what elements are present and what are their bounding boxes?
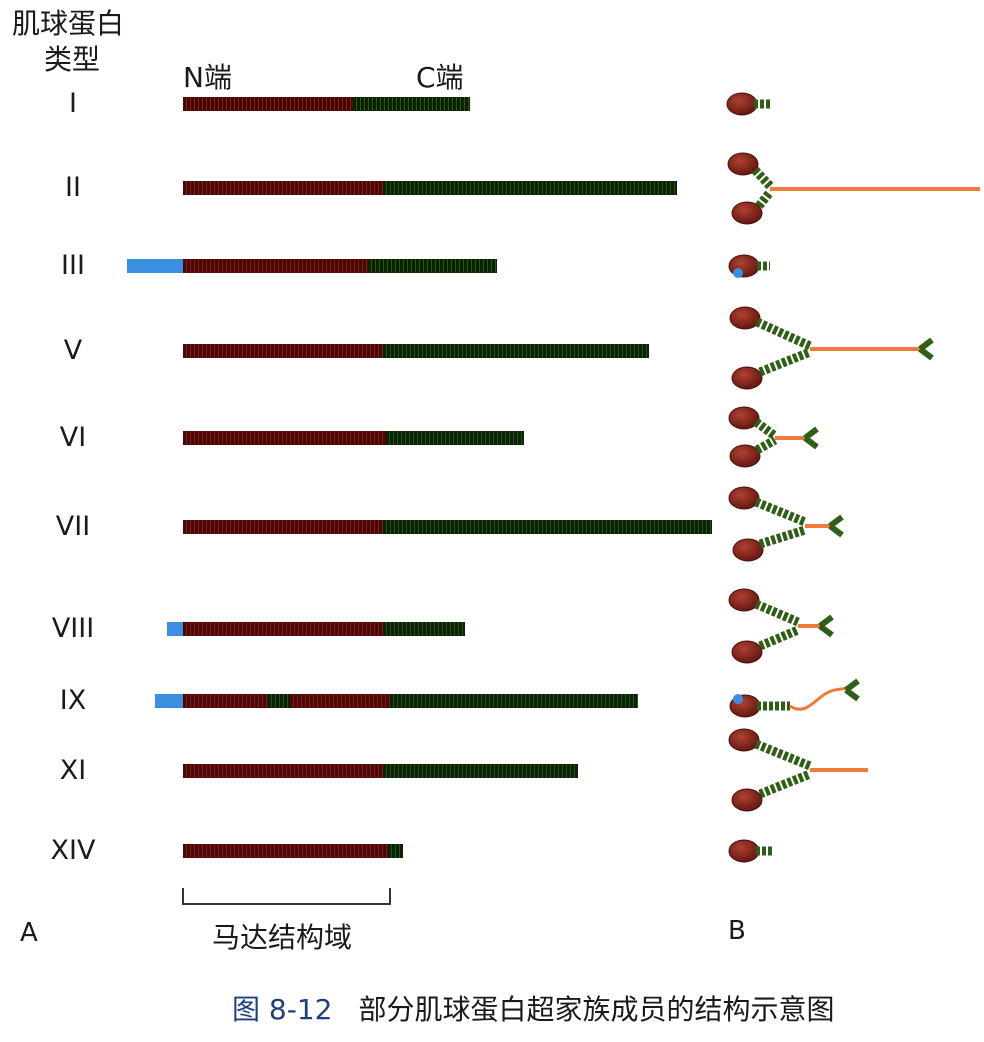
- motor-segment: [183, 97, 353, 111]
- cargo-domain: [828, 514, 844, 538]
- motor-segment: [290, 694, 390, 708]
- tail-segment: [386, 431, 524, 445]
- myosin-head: [731, 788, 763, 812]
- domain-bar: [155, 694, 638, 708]
- domain-bar: [183, 764, 578, 778]
- myosin-type-label: III: [61, 250, 85, 281]
- myosin-type-label: IX: [59, 685, 87, 716]
- tail-rod: [789, 686, 849, 711]
- myosin-head: [728, 588, 760, 612]
- tail-segment: [383, 622, 465, 636]
- lever-arm: [754, 739, 812, 771]
- myosin-head: [727, 152, 759, 176]
- lever-arm: [758, 347, 812, 377]
- n-terminal-extension: [167, 622, 183, 636]
- panel-b-label: B: [728, 916, 746, 946]
- myosin-type-label: VIII: [51, 613, 95, 644]
- tail-segment: [383, 181, 677, 195]
- myosin-head: [728, 406, 760, 430]
- myosin-head: [729, 306, 761, 330]
- cargo-domain: [844, 678, 860, 702]
- myosin-type-label: II: [65, 172, 81, 203]
- motor-segment: [183, 520, 383, 534]
- myosin-head: [732, 538, 764, 562]
- myosin-type-label: I: [69, 88, 77, 119]
- tail-segment: [383, 344, 649, 358]
- myosin-type-label: XIV: [50, 835, 96, 866]
- myosin-head: [728, 486, 760, 510]
- domain-bar: [183, 520, 712, 534]
- lever-arm: [755, 317, 812, 351]
- motor-domain-label: 马达结构域: [212, 921, 353, 954]
- panel-a-label: A: [20, 918, 38, 948]
- tail-segment: [383, 520, 712, 534]
- domain-bar: [183, 344, 649, 358]
- motor-segment: [183, 181, 383, 195]
- cargo-domain: [918, 337, 934, 361]
- domain-bar: [183, 97, 470, 111]
- lever-arm: [754, 497, 807, 527]
- tail-segment: [388, 844, 403, 858]
- type-header-line2: 类型: [44, 43, 101, 76]
- domain-bar: [183, 431, 524, 445]
- lever-arm: [753, 418, 778, 440]
- lever-arm: [754, 599, 800, 627]
- type-header-line1: 肌球蛋白: [12, 7, 125, 40]
- domain-bar: [183, 844, 403, 858]
- lever-arm: [754, 436, 778, 454]
- myosin-head: [728, 728, 760, 752]
- lever-arm: [758, 525, 807, 549]
- lever-arm: [758, 625, 800, 651]
- tail-segment: [390, 694, 638, 708]
- cargo-domain: [818, 614, 834, 638]
- domain-bar: [183, 181, 677, 195]
- myosin-head: [729, 444, 761, 468]
- myosin-head: [731, 640, 763, 664]
- tail-segment: [383, 764, 578, 778]
- lever-arm: [758, 769, 812, 799]
- figure-caption: 图 8-12 部分肌球蛋白超家族成员的结构示意图: [232, 988, 834, 1028]
- motor-segment: [183, 764, 383, 778]
- figure-number: 图 8-12: [232, 993, 333, 1026]
- c-terminus-label: C端: [416, 61, 464, 94]
- tail-segment: [368, 259, 497, 273]
- myosin-type-label: VI: [59, 422, 87, 453]
- motor-segment: [183, 622, 383, 636]
- tail-segment: [353, 97, 470, 111]
- motor-segment: [183, 694, 268, 708]
- myosin-type-label: VII: [55, 511, 91, 542]
- tail-segment: [268, 694, 290, 708]
- motor-segment: [183, 344, 383, 358]
- n-terminal-extension: [127, 259, 183, 273]
- cargo-domain: [803, 426, 819, 450]
- domain-bar: [127, 259, 497, 273]
- n-terminal-extension: [733, 694, 743, 704]
- motor-segment: [183, 431, 386, 445]
- n-terminal-extension: [733, 268, 743, 278]
- domain-bar: [167, 622, 465, 636]
- myosin-type-label: XI: [59, 755, 87, 786]
- n-terminal-extension: [155, 694, 183, 708]
- motor-segment: [183, 259, 368, 273]
- figure-caption-text: 部分肌球蛋白超家族成员的结构示意图: [358, 993, 835, 1026]
- lever-arm: [755, 189, 774, 209]
- myosin-head: [731, 366, 763, 390]
- motor-segment: [183, 844, 388, 858]
- myosin-head: [731, 201, 763, 225]
- n-terminus-label: N端: [183, 61, 232, 94]
- myosin-type-label: V: [63, 335, 83, 366]
- lever-arm: [751, 166, 774, 190]
